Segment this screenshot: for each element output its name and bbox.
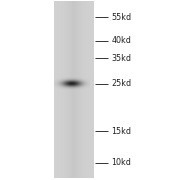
Text: 40kd: 40kd [112,36,131,45]
Text: 55kd: 55kd [112,13,132,22]
Text: 10kd: 10kd [112,158,131,167]
Bar [54,2,94,178]
Text: 25kd: 25kd [112,79,132,88]
Text: 15kd: 15kd [112,127,132,136]
Text: 35kd: 35kd [112,54,132,63]
